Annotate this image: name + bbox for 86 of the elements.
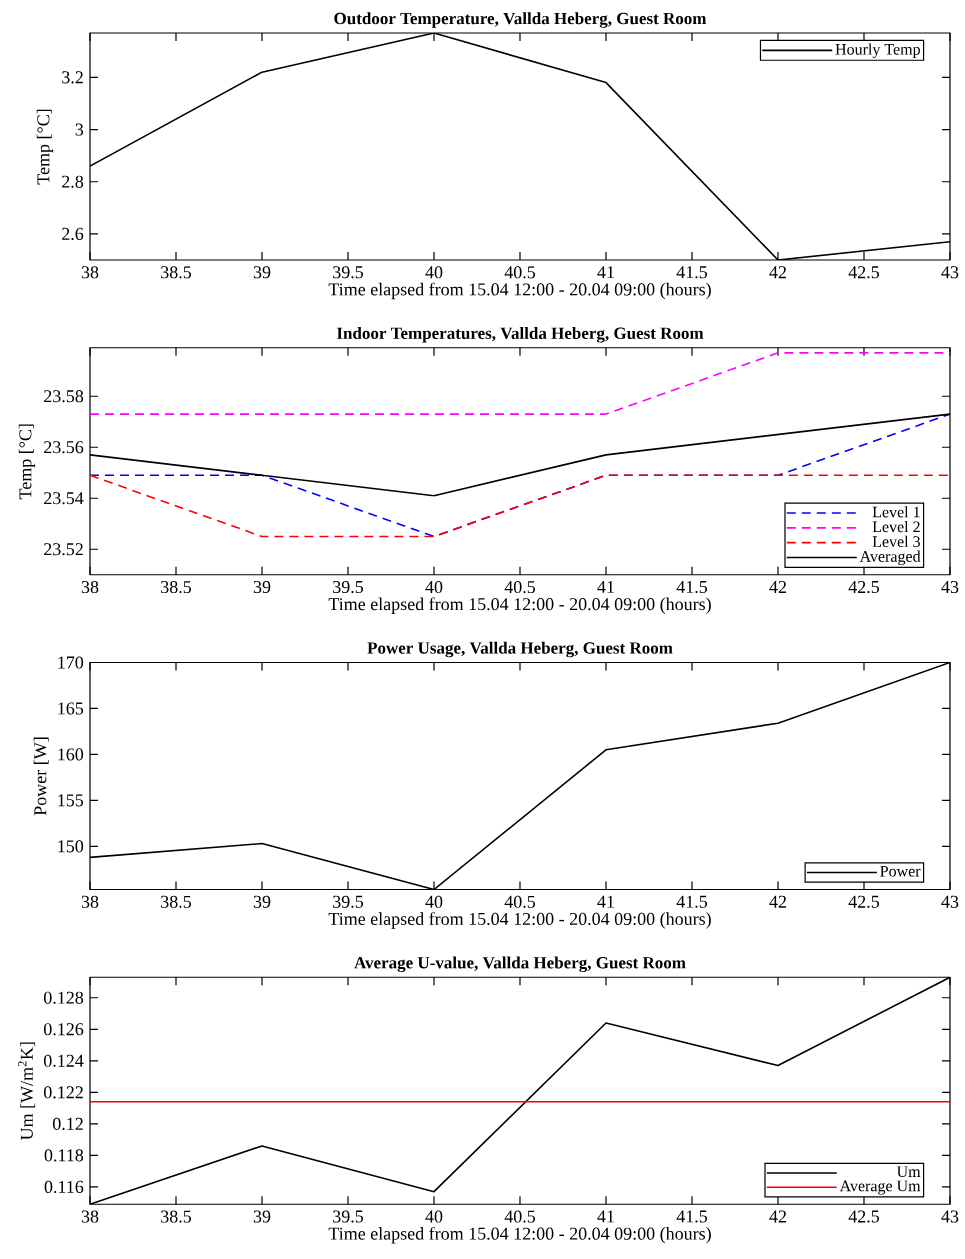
chart-title: Average U-value, Vallda Heberg, Guest Room <box>354 956 686 973</box>
y-tick-label: 3 <box>75 123 84 136</box>
x-tick-label: 39.5 <box>333 895 364 908</box>
text: Um <box>896 1166 921 1178</box>
y-tick-label: 0.118 <box>44 1149 84 1162</box>
y-tick-label: 0.116 <box>44 1180 84 1194</box>
chart-title: Power Usage, Vallda Heberg, Guest Room <box>367 641 673 658</box>
x-tick-label: 43 <box>941 580 959 594</box>
y-tick-label: 0.126 <box>43 1023 84 1036</box>
y-axis-title: Um [W/m$^{2}$K] <box>18 1042 36 1141</box>
y-tick-label: 160 <box>58 748 84 761</box>
x-tick-label: 38.5 <box>161 895 192 908</box>
x-axis-title: Time elapsed from 15.04 12:00 - 20.04 09:00 (hours) <box>328 912 711 929</box>
x-tick-label: 38 <box>81 266 99 279</box>
x-axis-title: Time elapsed from 15.04 12:00 - 20.04 09:00 (hours) <box>328 597 711 614</box>
y-tick-label: 0.12 <box>52 1117 83 1130</box>
x-tick-label: 38 <box>81 580 99 594</box>
x-tick-label: 39.5 <box>333 266 364 279</box>
line-series <box>90 33 950 261</box>
x-tick-label: 38.5 <box>161 580 192 594</box>
legend-label: Power <box>880 865 921 877</box>
x-tick-label: 39 <box>253 266 271 279</box>
x-tick-label: 42 <box>769 266 787 279</box>
y-tick-label: 0.122 <box>43 1086 83 1099</box>
chart-title: Indoor Temperatures, Vallda Heberg, Guest Room <box>336 327 704 343</box>
line-series <box>90 662 950 890</box>
y-axis-title: Temp [°C] <box>36 109 54 185</box>
x-tick-label: 41 <box>597 895 614 908</box>
chart-title: Outdoor Temperature, Vallda Heberg, Guest Room <box>334 12 707 28</box>
y-tick-label: 165 <box>58 702 84 715</box>
y-tick-label: 0.128 <box>43 991 84 1004</box>
legend-label: Averaged <box>859 550 921 566</box>
x-tick-label: 40 <box>425 1210 443 1223</box>
y-tick-label: 155 <box>58 794 84 807</box>
x-tick-label: 41 <box>597 1210 614 1223</box>
x-tick-label: 41.5 <box>676 266 708 279</box>
x-tick-label: 42.5 <box>848 895 880 908</box>
x-tick-label: 40.5 <box>504 266 536 279</box>
x-tick-label: 39.5 <box>333 1210 364 1223</box>
y-tick-label: 3.2 <box>62 71 83 84</box>
y-tick-label: 2.6 <box>62 227 84 240</box>
x-tick-label: 41.5 <box>676 895 708 908</box>
x-tick-label: 39.5 <box>333 580 364 594</box>
x-axis-title: Time elapsed from 15.04 12:00 - 20.04 09:00 (hours) <box>328 282 711 300</box>
x-tick-label: 40 <box>425 895 443 908</box>
x-tick-label: 41.5 <box>676 580 708 594</box>
y-tick-label: 23.58 <box>44 390 84 403</box>
x-tick-label: 39 <box>253 1210 271 1223</box>
x-tick-label: 42.5 <box>848 580 880 594</box>
x-tick-label: 40.5 <box>504 895 536 908</box>
x-tick-label: 40 <box>425 580 443 594</box>
y-tick-label: 23.54 <box>44 492 84 505</box>
x-tick-label: 38 <box>81 1210 99 1223</box>
x-tick-label: 40 <box>425 266 443 279</box>
x-tick-label: 38 <box>81 895 99 908</box>
x-tick-label: 42 <box>769 895 787 908</box>
x-tick-label: 38.5 <box>161 266 192 279</box>
x-tick-label: 43 <box>941 266 959 279</box>
x-tick-label: 43 <box>941 1210 959 1223</box>
legend-label: Hourly Temp <box>835 43 920 58</box>
x-tick-label: 40.5 <box>504 580 536 594</box>
y-tick-label: 23.52 <box>44 543 83 556</box>
x-tick-label: 39 <box>253 895 271 908</box>
x-axis-title: Time elapsed from 15.04 12:00 - 20.04 09:00 (hours) <box>328 1226 711 1244</box>
legend-label: Level 3 <box>872 535 920 548</box>
x-tick-label: 42 <box>769 1210 787 1223</box>
x-tick-label: 41 <box>597 266 614 279</box>
y-axis-title: Temp [°C] <box>18 424 36 500</box>
y-axis-title: Power [W] <box>33 737 49 816</box>
x-tick-label: 41 <box>597 580 614 593</box>
y-tick-label: 150 <box>58 840 84 853</box>
x-tick-label: 42.5 <box>848 266 880 279</box>
x-tick-label: 42.5 <box>848 1210 880 1223</box>
legend-label: Level 2 <box>872 520 920 533</box>
x-tick-label: 39 <box>253 580 271 594</box>
y-tick-label: 2.8 <box>62 175 84 188</box>
y-tick-label: 0.124 <box>43 1054 84 1067</box>
y-tick-label: 23.56 <box>44 441 84 454</box>
legend-label: Level 1 <box>872 506 920 518</box>
x-tick-label: 40.5 <box>504 1210 536 1223</box>
legend-label: Average Um <box>839 1180 921 1195</box>
x-tick-label: 43 <box>941 895 959 908</box>
y-tick-label: 170 <box>58 656 84 669</box>
x-tick-label: 38.5 <box>161 1210 192 1223</box>
x-tick-label: 41.5 <box>676 1210 708 1223</box>
x-tick-label: 42 <box>769 580 787 593</box>
